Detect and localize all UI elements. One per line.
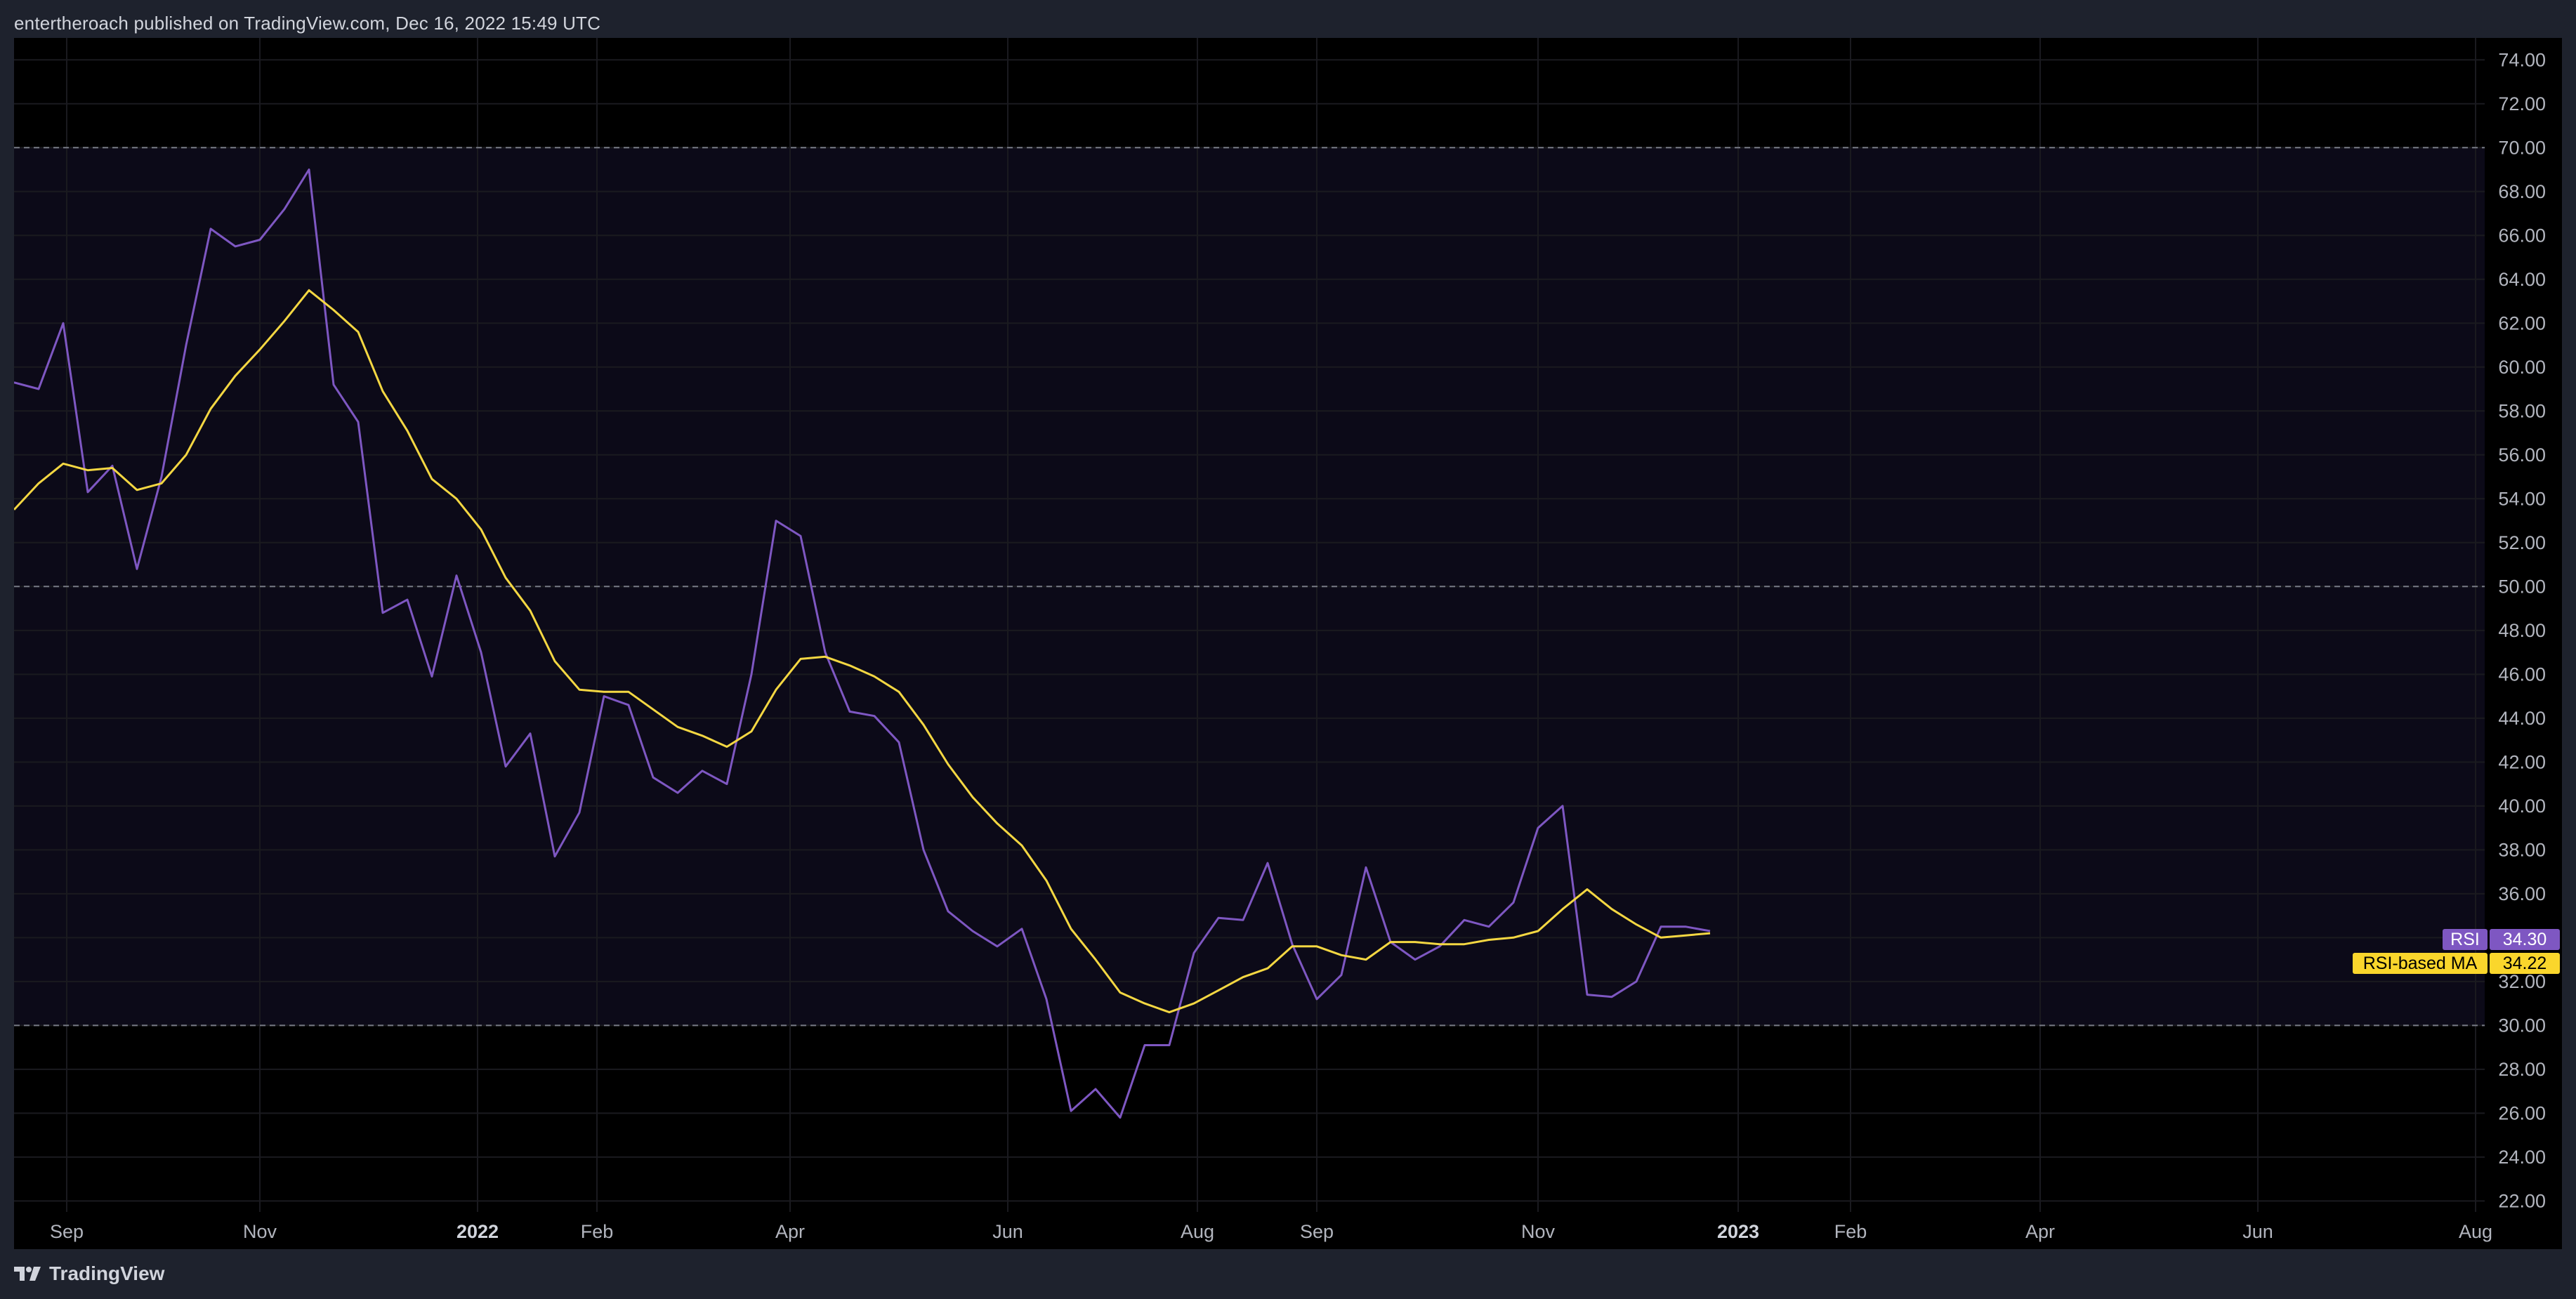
y-tick-label: 24.00 xyxy=(2498,1147,2546,1168)
y-tick-label: 22.00 xyxy=(2498,1190,2546,1211)
rsi-ma-value-tag: RSI-based MA 34.22 xyxy=(2353,953,2560,974)
y-tick-label: 54.00 xyxy=(2498,488,2546,509)
rsi-series-line xyxy=(14,169,1711,1119)
rsi-value-tag: RSI 34.30 xyxy=(2443,929,2560,950)
x-tick-label: Aug xyxy=(1181,1221,1214,1242)
x-tick-label: Nov xyxy=(1521,1221,1556,1242)
tag-value: 34.30 xyxy=(2503,930,2547,949)
rsi-chart[interactable]: 74.00 72.00 70.00 68.00 66.00 64.00 62.00 60.00… xyxy=(14,38,2562,1249)
x-tick-label: Sep xyxy=(50,1221,84,1242)
y-tick-label: 68.00 xyxy=(2498,181,2546,202)
y-tick-label: 30.00 xyxy=(2498,1015,2546,1036)
y-tick-label: 70.00 xyxy=(2498,137,2546,158)
y-tick-label: 58.00 xyxy=(2498,400,2546,421)
chart-area[interactable]: 74.00 72.00 70.00 68.00 66.00 64.00 62.00 60.00… xyxy=(14,38,2562,1249)
x-tick-label: Feb xyxy=(581,1221,614,1242)
tag-value: 34.22 xyxy=(2503,954,2547,973)
x-tick-label: Sep xyxy=(1300,1221,1334,1242)
x-tick-label: 2022 xyxy=(456,1221,499,1242)
x-tick-label: 2023 xyxy=(1717,1221,1759,1242)
tag-name-bg xyxy=(2443,929,2488,950)
y-tick-label: 36.00 xyxy=(2498,883,2546,904)
y-tick-label: 38.00 xyxy=(2498,839,2546,860)
y-tick-label: 52.00 xyxy=(2498,532,2546,553)
tag-value-bg xyxy=(2490,953,2560,974)
x-tick-label: Nov xyxy=(243,1221,277,1242)
y-tick-label: 42.00 xyxy=(2498,751,2546,772)
footer: TradingView xyxy=(0,1249,2576,1299)
tradingview-logo-icon xyxy=(14,1267,41,1281)
y-tick-label: 50.00 xyxy=(2498,576,2546,597)
tag-name: RSI xyxy=(2450,930,2480,949)
x-tick-label: Aug xyxy=(2459,1221,2492,1242)
header: entertheroach published on TradingView.c… xyxy=(0,0,2576,38)
x-tick-label: Jun xyxy=(992,1221,1023,1242)
tag-value-bg xyxy=(2490,929,2560,950)
y-tick-label: 40.00 xyxy=(2498,796,2546,817)
y-tick-label: 28.00 xyxy=(2498,1059,2546,1080)
y-tick-label: 66.00 xyxy=(2498,225,2546,246)
y-tick-label: 60.00 xyxy=(2498,357,2546,378)
rsi-ma-series-line xyxy=(14,289,1711,1014)
x-tick-label: Apr xyxy=(2025,1221,2055,1242)
y-tick-label: 74.00 xyxy=(2498,49,2546,70)
published-info: entertheroach published on TradingView.c… xyxy=(14,13,601,34)
tag-name-bg xyxy=(2353,953,2488,974)
x-tick-label: Apr xyxy=(775,1221,805,1242)
y-tick-label: 44.00 xyxy=(2498,708,2546,729)
y-tick-label: 56.00 xyxy=(2498,444,2546,466)
y-tick-label: 64.00 xyxy=(2498,269,2546,290)
y-tick-label: 48.00 xyxy=(2498,620,2546,641)
y-tick-label: 62.00 xyxy=(2498,312,2546,334)
x-tick-label: Jun xyxy=(2242,1221,2273,1242)
y-tick-label: 46.00 xyxy=(2498,664,2546,685)
tradingview-logo[interactable]: TradingView xyxy=(14,1262,164,1286)
x-tick-label: Feb xyxy=(1834,1221,1867,1242)
y-tick-label: 72.00 xyxy=(2498,93,2546,114)
y-tick-label: 26.00 xyxy=(2498,1102,2546,1123)
tag-name: RSI-based MA xyxy=(2363,954,2478,973)
footer-brand: TradingView xyxy=(49,1262,165,1284)
y-tick-label: 32.00 xyxy=(2498,971,2546,992)
